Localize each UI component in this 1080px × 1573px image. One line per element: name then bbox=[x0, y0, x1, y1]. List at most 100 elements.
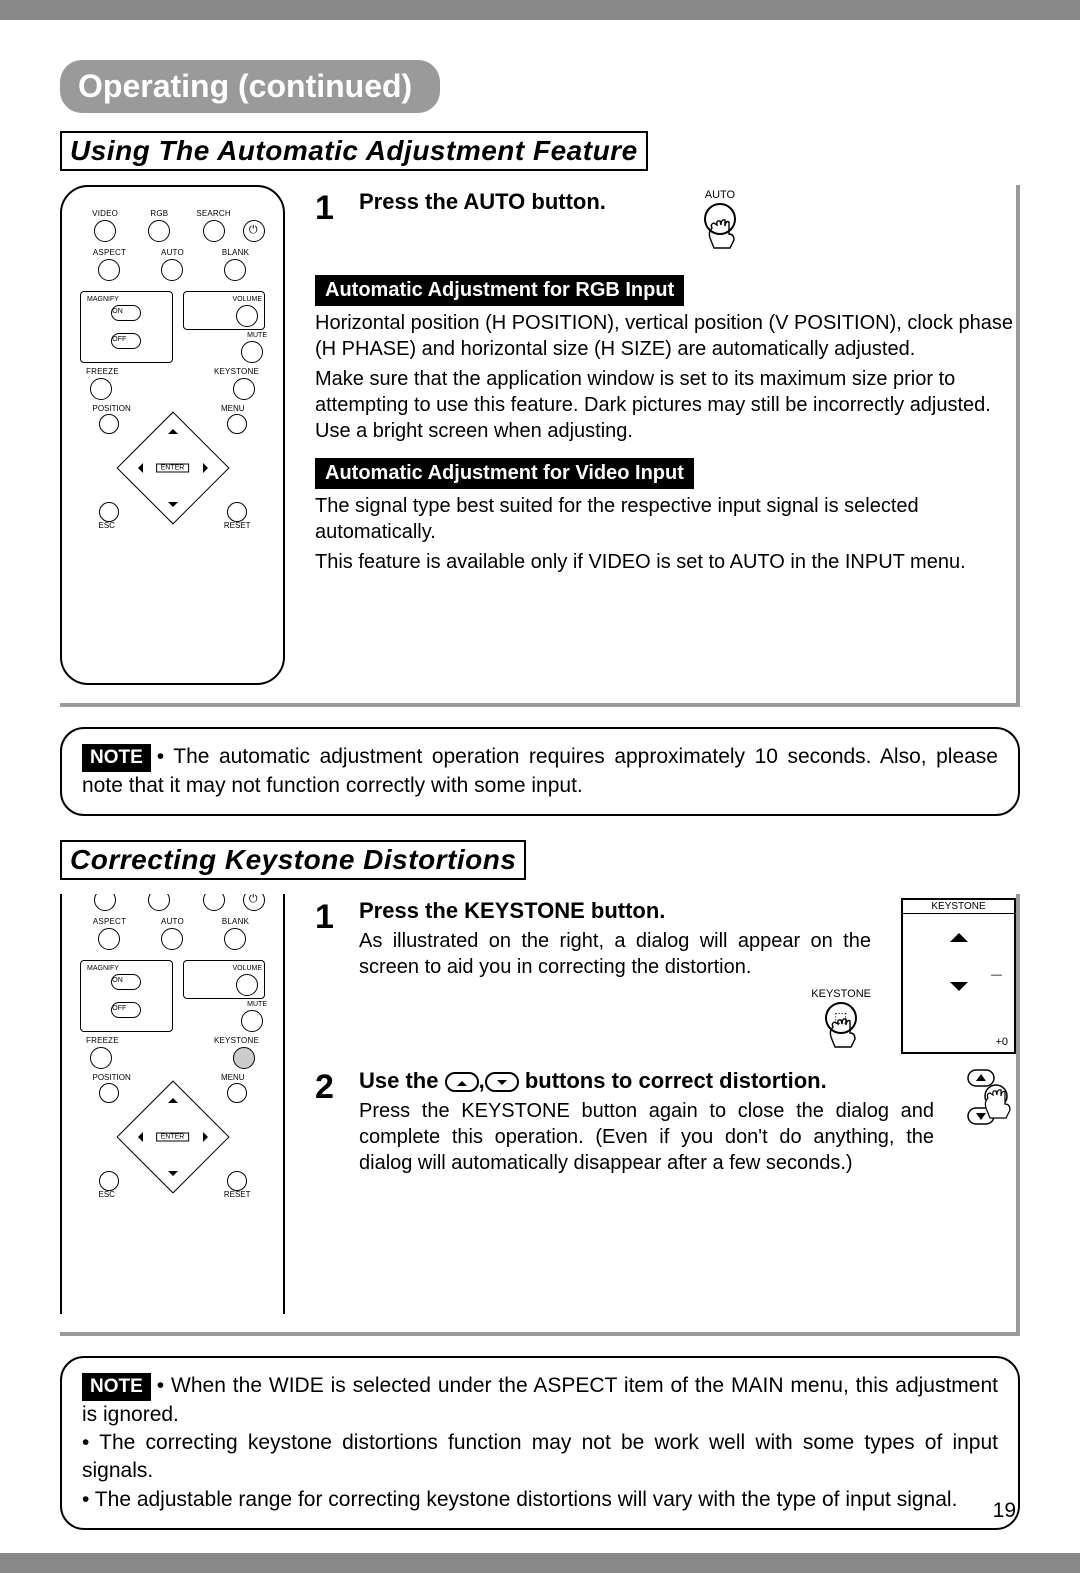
remote-button bbox=[203, 894, 225, 911]
remote-off-button: OFF bbox=[111, 333, 141, 349]
rgb-box-title: Automatic Adjustment for RGB Input bbox=[315, 275, 684, 306]
menu-label: MENU bbox=[221, 1073, 245, 1082]
note-box-a: NOTE• The automatic adjustment operation… bbox=[60, 727, 1020, 816]
power-button: ⏻ bbox=[243, 894, 265, 911]
enter-label: ENTER bbox=[156, 464, 190, 473]
step-2-title-pre: Use the bbox=[359, 1068, 445, 1093]
dpad-left bbox=[133, 463, 143, 473]
nav-corner-button bbox=[227, 414, 247, 434]
magnify-group: MAGNIFY ON OFF bbox=[80, 960, 173, 1032]
freeze-label: FREEZE bbox=[86, 1036, 173, 1045]
section-b-title: Correcting Keystone Distortions bbox=[60, 840, 526, 880]
remote-button bbox=[203, 220, 225, 242]
step-2-title-post: buttons to correct distortion. bbox=[525, 1068, 827, 1093]
position-label: POSITION bbox=[93, 404, 131, 413]
remote-button bbox=[98, 259, 120, 281]
manual-page: Operating (continued) Using The Automati… bbox=[0, 20, 1080, 1553]
page-number: 19 bbox=[993, 1499, 1016, 1523]
oval-up-button-icon bbox=[445, 1072, 479, 1092]
nav-pad: POSITION MENU ESC RESET ENTER bbox=[93, 408, 253, 528]
nav-corner-button bbox=[99, 1083, 119, 1103]
magnify-group: MAGNIFY ON OFF bbox=[80, 291, 173, 363]
remote-button bbox=[98, 928, 120, 950]
section-a-title: Using The Automatic Adjustment Feature bbox=[60, 131, 648, 171]
keystone-button-press-icon: KEYSTONE ⬚ bbox=[811, 988, 871, 1054]
remote-button bbox=[224, 259, 246, 281]
volume-group: VOLUME bbox=[183, 960, 266, 999]
rgb-para-2: Make sure that the application window is… bbox=[315, 366, 1016, 444]
remote-btn-label: BLANK bbox=[204, 917, 266, 926]
remote-button bbox=[161, 259, 183, 281]
step-2: 2 Use the , buttons to correct distortio… bbox=[315, 1068, 1016, 1176]
step-1-text: As illustrated on the right, a dialog wi… bbox=[359, 928, 871, 980]
auto-button-press-icon: AUTO bbox=[696, 189, 744, 255]
mute-button bbox=[241, 341, 263, 363]
remote-button bbox=[94, 894, 116, 911]
note-a-text: • The automatic adjustment operation req… bbox=[82, 745, 998, 797]
keystone-dialog-value: +0 bbox=[903, 1034, 1014, 1052]
dialog-arrow-up-icon bbox=[950, 924, 968, 942]
step-number: 1 bbox=[315, 189, 343, 255]
dpad-right bbox=[203, 1132, 213, 1142]
oval-down-button-icon bbox=[485, 1072, 519, 1092]
esc-label: ESC bbox=[99, 521, 115, 530]
reset-label: RESET bbox=[224, 1190, 251, 1199]
dialog-arrow-down-icon bbox=[950, 982, 968, 1000]
step-1-title: Press the KEYSTONE button. bbox=[359, 898, 871, 924]
keystone-icon-label: KEYSTONE bbox=[811, 988, 871, 1000]
menu-label: MENU bbox=[221, 404, 245, 413]
position-label: POSITION bbox=[93, 1073, 131, 1082]
step-1-title: Press the AUTO button. bbox=[359, 189, 606, 215]
note-tag: NOTE bbox=[82, 744, 151, 772]
remote-diagram-a: VIDEO RGB SEARCH ⏻ ASPECT AUTO BLANK MAG… bbox=[60, 185, 285, 685]
button-circle-icon bbox=[704, 203, 736, 235]
group-label: VOLUME bbox=[186, 296, 263, 303]
remote-on-button: ON bbox=[111, 305, 141, 321]
mute-label: MUTE bbox=[181, 332, 268, 339]
remote-btn-label: SEARCH bbox=[186, 209, 240, 218]
dpad-up bbox=[168, 1093, 178, 1103]
keystone-dialog-title: KEYSTONE bbox=[903, 900, 1014, 914]
power-button: ⏻ bbox=[243, 220, 265, 242]
rgb-para-1: Horizontal position (H POSITION), vertic… bbox=[315, 310, 1016, 362]
dpad-up bbox=[168, 424, 178, 434]
remote-button bbox=[90, 1047, 112, 1069]
remote-btn-label: BLANK bbox=[204, 248, 266, 257]
keystone-button-highlighted bbox=[233, 1047, 255, 1069]
dpad-down bbox=[168, 502, 178, 512]
remote-control-illustration: VIDEO RGB SEARCH ⏻ ASPECT AUTO BLANK MAG… bbox=[60, 894, 285, 1314]
remote-btn-label: RGB bbox=[132, 209, 186, 218]
remote-button bbox=[161, 928, 183, 950]
mute-button bbox=[241, 1010, 263, 1032]
dpad-press-icon bbox=[946, 1068, 1016, 1176]
remote-btn-label: VIDEO bbox=[78, 209, 132, 218]
reset-label: RESET bbox=[224, 521, 251, 530]
video-para-2: This feature is available only if VIDEO … bbox=[315, 549, 1016, 575]
nav-corner-button bbox=[99, 414, 119, 434]
keystone-dialog: KEYSTONE — +0 bbox=[901, 898, 1016, 1054]
page-header-pill: Operating (continued) bbox=[60, 60, 440, 113]
dpad-right bbox=[203, 463, 213, 473]
note-b-line3: • The adjustable range for correcting ke… bbox=[82, 1488, 957, 1511]
remote-button bbox=[90, 378, 112, 400]
dpad-down bbox=[168, 1171, 178, 1181]
auto-icon-label: AUTO bbox=[696, 189, 744, 201]
nav-corner-button bbox=[227, 502, 247, 522]
nav-corner-button bbox=[99, 1171, 119, 1191]
remote-btn-label: AUTO bbox=[141, 917, 203, 926]
esc-label: ESC bbox=[99, 1190, 115, 1199]
dialog-dash: — bbox=[991, 969, 1002, 981]
step-1: 1 Press the KEYSTONE button. As illustra… bbox=[315, 898, 1016, 1054]
freeze-label: FREEZE bbox=[86, 367, 173, 376]
nav-corner-button bbox=[227, 1171, 247, 1191]
step-2-title: Use the , buttons to correct distortion. bbox=[359, 1068, 934, 1094]
note-b-line2: • The correcting keystone distortions fu… bbox=[82, 1431, 998, 1482]
group-label: VOLUME bbox=[186, 965, 263, 972]
video-para-1: The signal type best suited for the resp… bbox=[315, 493, 1016, 545]
keystone-label: KEYSTONE bbox=[173, 1036, 260, 1045]
group-label: MAGNIFY bbox=[83, 296, 170, 303]
nav-corner-button bbox=[227, 1083, 247, 1103]
group-label: MAGNIFY bbox=[83, 965, 170, 972]
video-box-title: Automatic Adjustment for Video Input bbox=[315, 458, 694, 489]
remote-button bbox=[148, 894, 170, 911]
